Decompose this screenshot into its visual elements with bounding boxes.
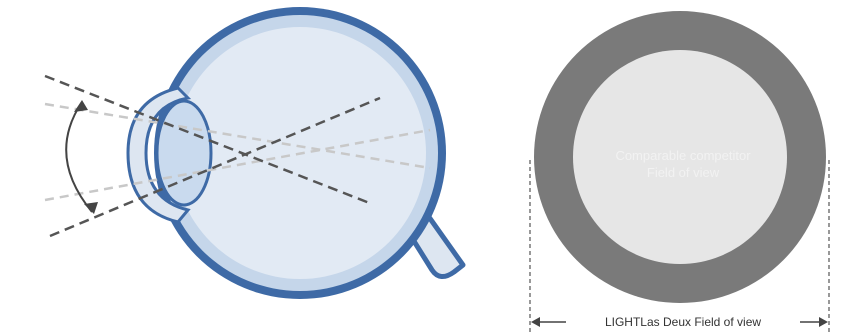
competitor-label-line1: Comparable competitor: [615, 148, 751, 163]
cornea: [126, 86, 192, 224]
eye-diagram: [44, 7, 466, 299]
light-ray-upper: [44, 102, 431, 170]
lens: [155, 99, 213, 207]
competitor-label-line2: Field of view: [647, 165, 720, 180]
dark-ray-upper: [44, 74, 373, 206]
fov-comparison: Comparable competitor Field of view LIGH…: [529, 11, 830, 334]
dimension-arrow-left: [531, 317, 540, 327]
dimension-arrow-right: [819, 317, 828, 327]
product-fov-label: LIGHTLas Deux Field of view: [605, 315, 761, 329]
view-angle-arc: [65, 101, 93, 213]
light-ray-lower: [44, 128, 431, 202]
dark-ray-lower: [49, 96, 381, 238]
competitor-fov-disc: [573, 50, 787, 264]
angle-arrow-bottom: [84, 202, 98, 214]
angle-arrow-top: [74, 100, 88, 112]
